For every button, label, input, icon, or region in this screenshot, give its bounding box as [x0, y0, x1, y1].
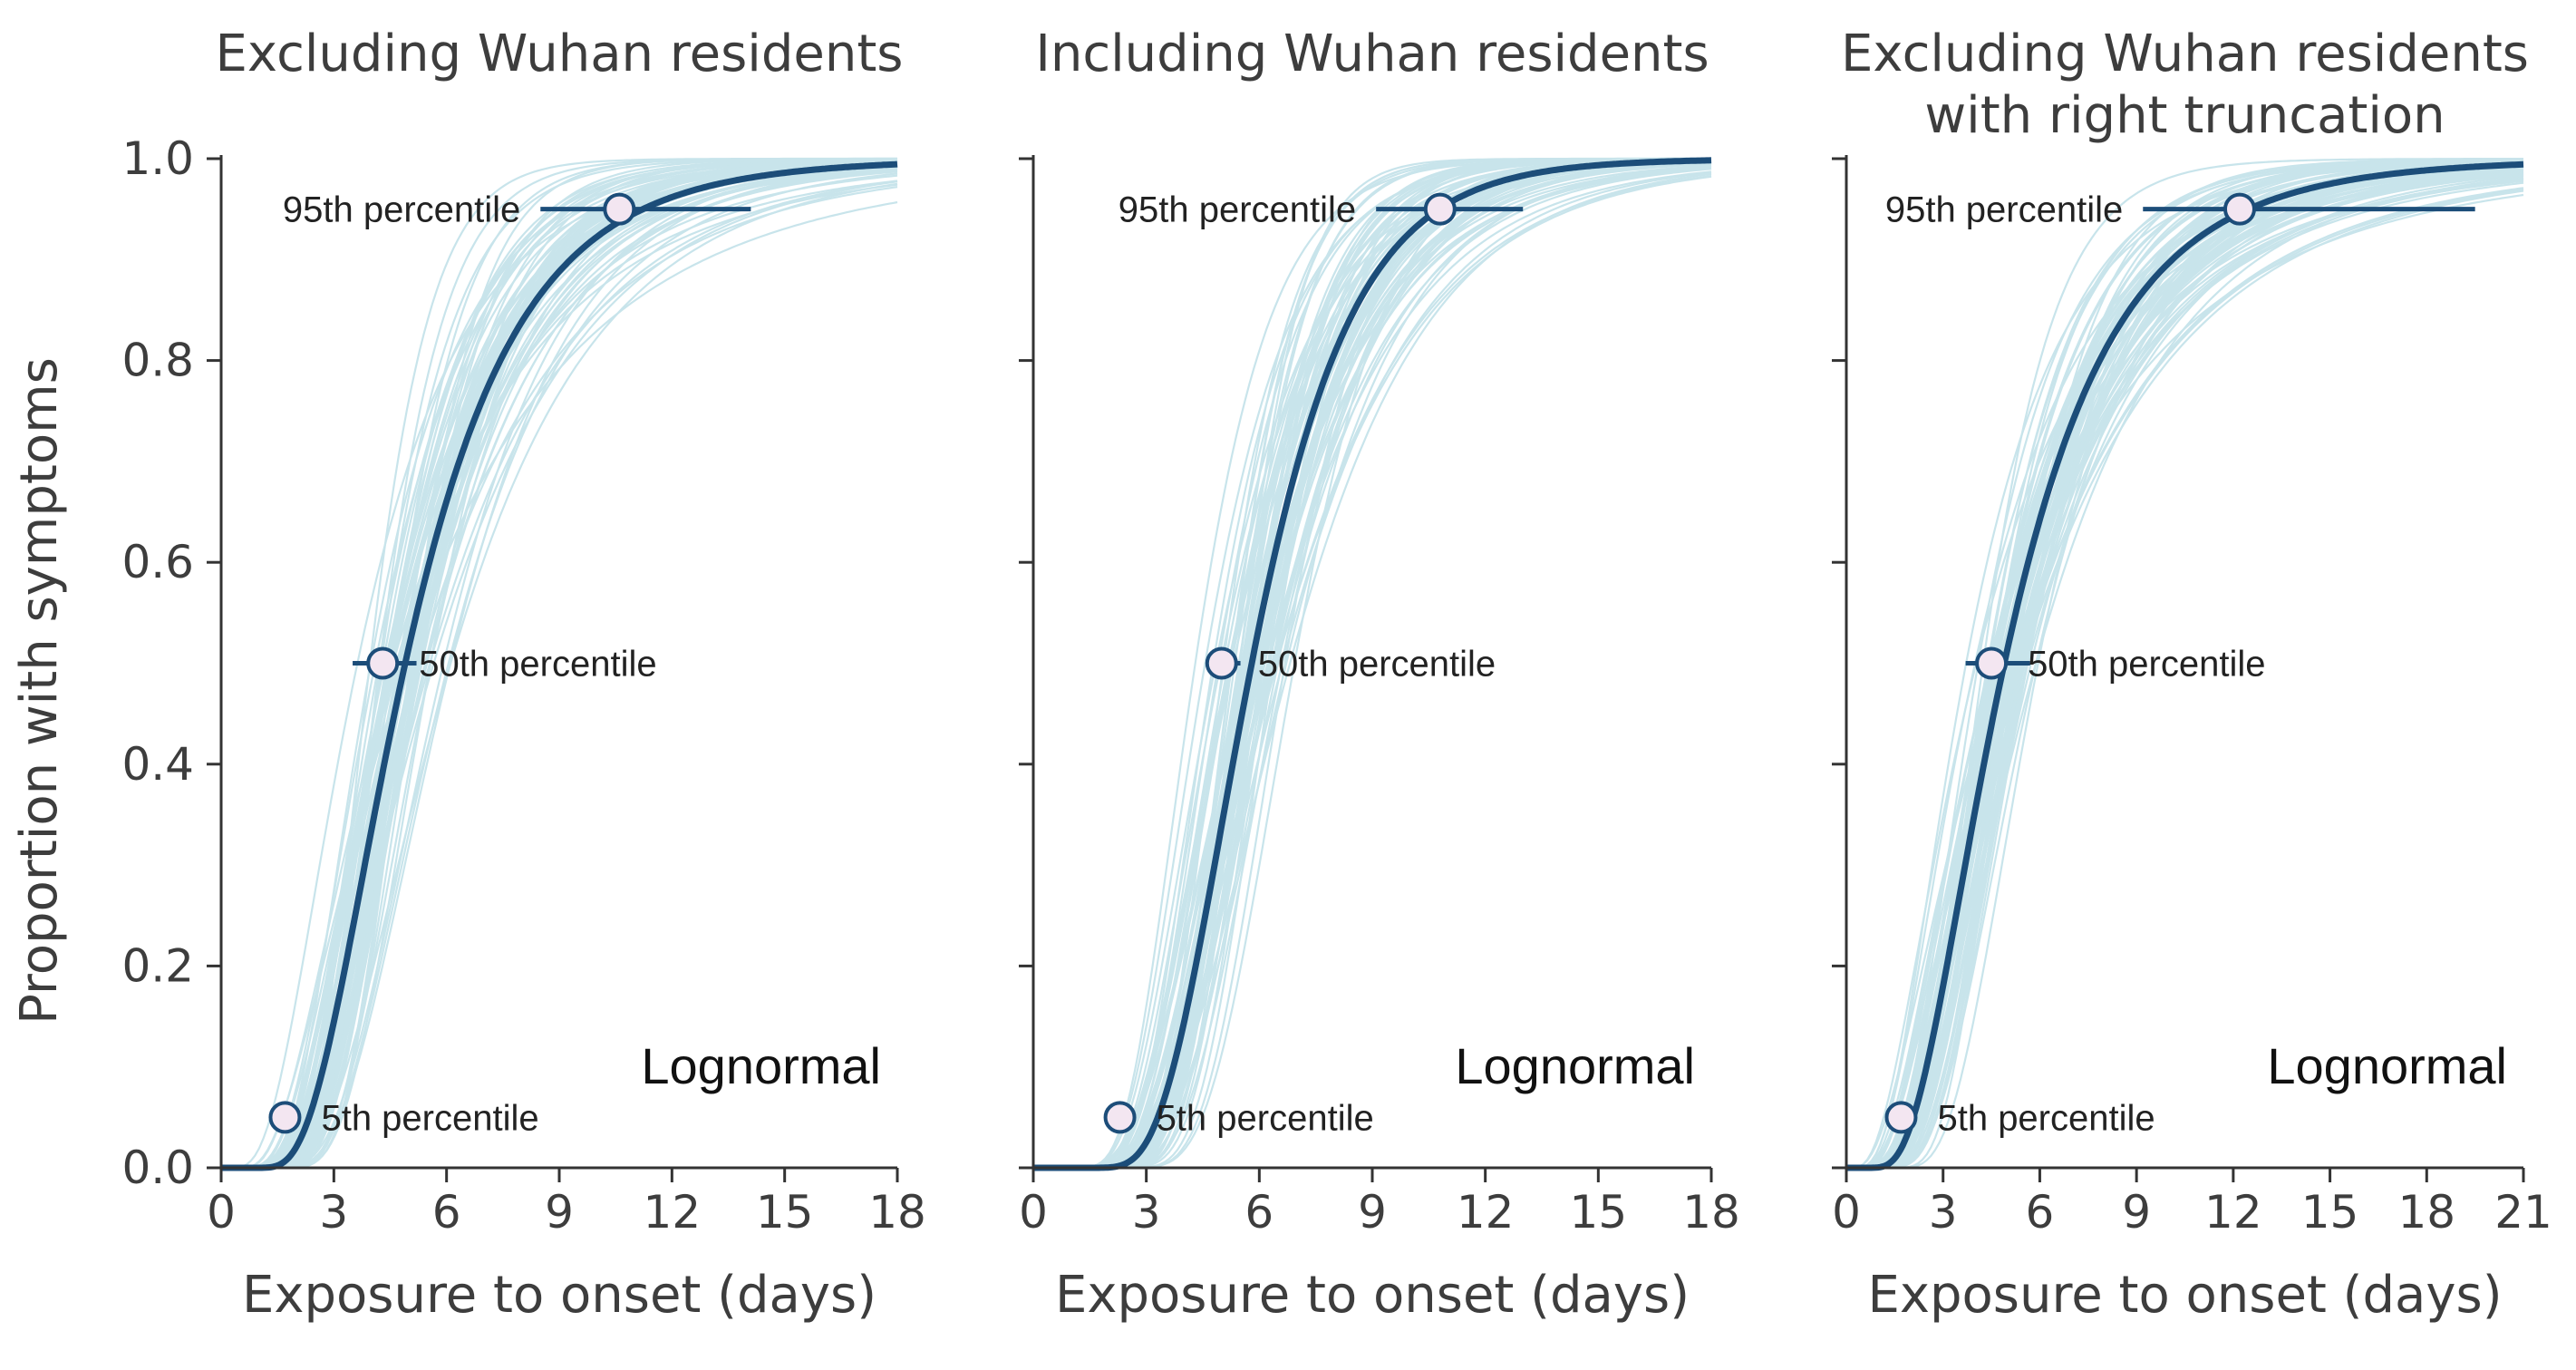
percentile-label: 50th percentile: [2028, 645, 2265, 685]
y-tick-label: 0.0: [121, 1142, 194, 1194]
x-tick-label: 18: [868, 1186, 926, 1239]
x-tick-label: 6: [2026, 1186, 2055, 1239]
x-tick-label: 3: [1929, 1186, 1958, 1239]
panel-title-line: Excluding Wuhan residents: [1841, 24, 2529, 83]
distribution-label: Lognormal: [641, 1037, 881, 1094]
sample-curve: [1846, 172, 2524, 1170]
percentile-label: 5th percentile: [321, 1098, 538, 1138]
panel-title-line: Excluding Wuhan residents: [216, 24, 904, 83]
x-tick-label: 9: [545, 1186, 574, 1239]
percentile-marker: [1423, 192, 1457, 226]
sample-curve: [1846, 180, 2524, 1170]
sample-curve: [1846, 178, 2524, 1170]
x-tick-label: 3: [319, 1186, 348, 1239]
sample-curve: [1846, 168, 2524, 1170]
x-tick-label: 0: [1832, 1186, 1861, 1239]
percentile-label: 95th percentile: [1119, 190, 1356, 230]
sample-curve: [1846, 168, 2524, 1170]
sample-curve: [221, 165, 898, 1170]
sample-curve: [1033, 164, 1712, 1170]
y-tick-label: 0.6: [121, 536, 194, 588]
x-tick-label: 21: [2494, 1186, 2552, 1239]
panel-1: Excluding Wuhan residents 0.0 0.2 0.4 0.6 0.8…: [121, 24, 925, 1325]
x-tick-label: 6: [1244, 1186, 1273, 1239]
x-tick-label: 18: [2397, 1186, 2455, 1239]
sample-curve: [221, 160, 898, 1170]
y-tick-label: 0.4: [121, 738, 194, 791]
percentile-marker: [1103, 1101, 1137, 1134]
y-tick-label: 0.2: [121, 939, 194, 992]
percentile-marker: [2223, 192, 2256, 226]
x-tick-label: 15: [756, 1186, 814, 1239]
y-axis-label: Proportion with symptoms: [10, 357, 69, 1025]
mean-curve: [221, 160, 898, 1171]
x-axis-label: Exposure to onset (days): [1055, 1266, 1690, 1325]
x-tick-label: 0: [207, 1186, 236, 1239]
percentile-marker: [603, 192, 636, 226]
x-tick-label: 12: [644, 1186, 702, 1239]
distribution-label: Lognormal: [1455, 1037, 1695, 1094]
x-tick-label: 3: [1132, 1186, 1161, 1239]
sample-curve: [221, 159, 898, 1170]
x-tick-label: 12: [1457, 1186, 1515, 1239]
mean-curve: [1033, 157, 1712, 1171]
sample-curve: [1846, 160, 2524, 1170]
percentile-marker: [268, 1101, 302, 1134]
x-tick-label: 0: [1019, 1186, 1048, 1239]
panel-2: Including Wuhan residents 0 3 6 9 12 15 18 Expos…: [1019, 24, 1740, 1325]
sample-curve: [1033, 164, 1712, 1170]
percentile-label: 95th percentile: [283, 190, 520, 230]
panel-title-line: with right truncation: [1924, 86, 2445, 145]
percentile-marker: [1884, 1101, 1918, 1134]
x-tick-label: 15: [1570, 1186, 1628, 1239]
percentile-marker: [366, 646, 400, 680]
x-axis-label: Exposure to onset (days): [242, 1266, 876, 1325]
sample-curve: [221, 200, 898, 1170]
percentile-marker: [1205, 646, 1238, 680]
y-tick-label: 0.8: [121, 335, 194, 387]
x-axis-label: Exposure to onset (days): [1867, 1266, 2502, 1325]
x-tick-label: 9: [2122, 1186, 2151, 1239]
x-tick-label: 9: [1358, 1186, 1387, 1239]
percentile-label: 95th percentile: [1885, 190, 2123, 230]
distribution-label: Lognormal: [2267, 1037, 2507, 1094]
sample-curve: [1846, 169, 2524, 1170]
x-tick-label: 15: [2301, 1186, 2359, 1239]
percentile-label: 50th percentile: [1258, 645, 1496, 685]
percentile-label: 50th percentile: [419, 645, 656, 685]
sample-curve: [1846, 158, 2524, 1170]
percentile-marker: [1975, 646, 2009, 680]
panel-title-line: Including Wuhan residents: [1035, 24, 1709, 83]
y-tick-label: 1.0: [121, 132, 194, 185]
percentile-label: 5th percentile: [1157, 1098, 1374, 1138]
percentile-label: 5th percentile: [1937, 1098, 2155, 1138]
x-tick-label: 12: [2204, 1186, 2262, 1239]
mean-curve: [1846, 160, 2524, 1171]
x-tick-label: 6: [432, 1186, 461, 1239]
sample-curve: [221, 182, 898, 1170]
sample-curve: [1033, 175, 1712, 1170]
sample-curve: [221, 168, 898, 1170]
x-tick-label: 18: [1682, 1186, 1740, 1239]
